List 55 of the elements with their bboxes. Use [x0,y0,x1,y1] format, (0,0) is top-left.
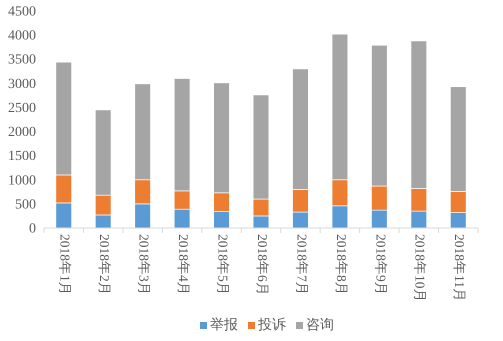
bar [213,82,230,194]
bar [174,208,190,228]
bar [94,194,112,216]
x-tick-label: 2018年7月 [294,234,310,296]
bar [450,212,467,228]
y-tick-label: 2000 [8,125,36,140]
x-tick-label: 2018年4月 [176,234,191,296]
bar [450,191,467,213]
x-tick-label: 2018年9月 [373,234,388,296]
legend-label: 咨询 [306,317,334,334]
y-tick-label: 3500 [8,52,36,68]
bar [213,192,230,212]
bar [55,62,72,176]
bar [174,190,190,210]
x-tick-label: 2018年10月 [412,234,428,302]
x-tick-label: 2018年3月 [136,234,152,296]
bar [55,174,72,204]
bar [371,186,388,211]
bar [371,210,388,228]
bar [332,179,348,206]
x-tick-label: 2018年5月 [215,234,230,296]
bar [410,40,428,189]
y-tick-label: 3000 [8,76,36,92]
bar [410,210,428,228]
y-tick-label: 1000 [8,173,36,188]
y-tick-label: 4500 [8,4,36,20]
bar [292,189,309,212]
y-tick-label: 0 [29,222,36,236]
legend-label: 投诉 [257,317,286,334]
x-tick-label: 2018年6月 [254,234,270,296]
legend-label: 举报 [210,317,238,334]
x-tick-label: 2018年8月 [334,234,349,296]
y-tick-label: 1500 [8,149,36,164]
bar [292,212,309,228]
x-tick-label: 2018年11月 [452,234,468,302]
bar [332,34,348,180]
bar [134,83,151,180]
y-tick-label: 4000 [8,28,36,44]
bar [134,204,151,228]
bar [252,198,270,216]
bar [332,205,348,228]
bar [134,179,151,204]
y-tick-label: 2500 [8,100,36,116]
bar [55,202,72,228]
bar [252,94,270,200]
bar [371,44,388,186]
bar [174,78,190,192]
x-tick-label: 2018年2月 [97,234,112,296]
bar [292,68,309,190]
bar [213,211,230,228]
bar [410,188,428,212]
bar [94,110,112,196]
x-tick-label: 2018年1月 [58,234,73,296]
y-tick-label: 500 [15,197,36,212]
bar [450,86,467,192]
